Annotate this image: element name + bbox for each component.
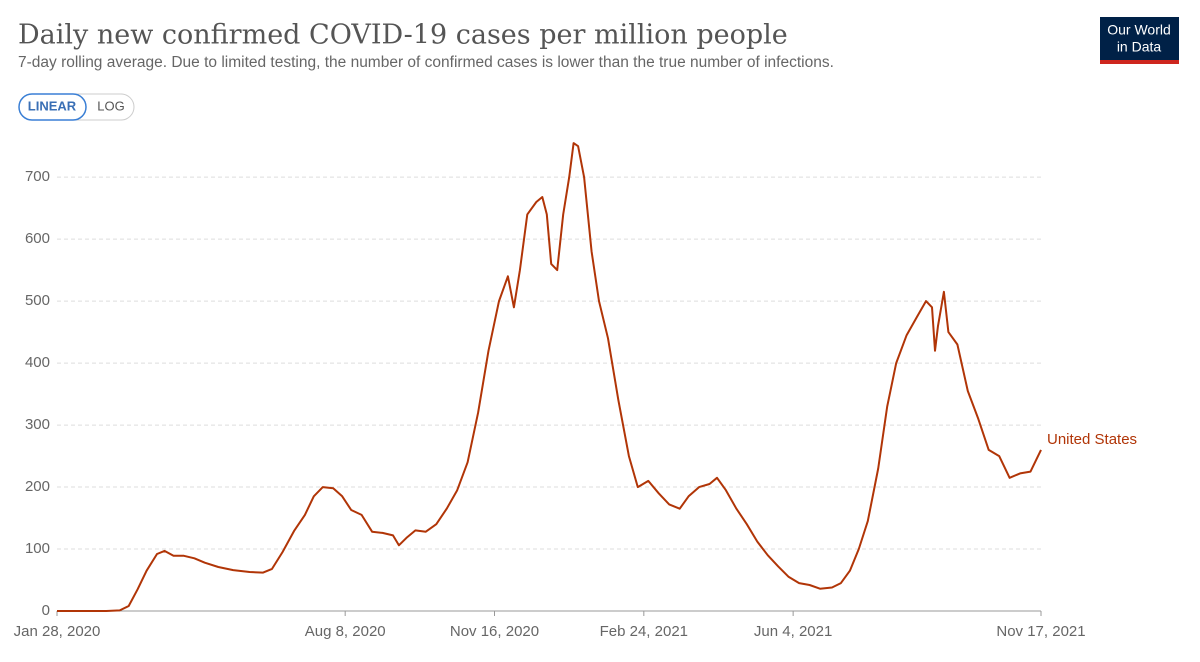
scale-toggle: LINEAR LOG — [18, 93, 135, 121]
y-tick-label: 500 — [25, 292, 50, 309]
logo-text: Our World — [1107, 22, 1171, 38]
y-tick-label: 200 — [25, 478, 50, 495]
line-series — [57, 142, 1042, 612]
toggle-linear[interactable] — [18, 93, 87, 121]
x-tick-label: Nov 17, 2021 — [996, 623, 1085, 640]
y-tick-label: 100 — [25, 540, 50, 557]
chart-subtitle: 7-day rolling average. Due to limited te… — [18, 54, 834, 71]
logo-text: in Data — [1117, 39, 1162, 55]
toggle-label[interactable]: LINEAR — [28, 98, 77, 113]
series-label: United States — [1047, 431, 1137, 448]
y-tick-label: 300 — [25, 416, 50, 433]
y-tick-label: 400 — [25, 354, 50, 371]
x-tick-label: Jun 4, 2021 — [754, 623, 832, 640]
x-tick-label: Nov 16, 2020 — [450, 623, 539, 640]
x-tick-label: Feb 24, 2021 — [600, 623, 688, 640]
x-tick-label: Jan 28, 2020 — [14, 623, 101, 640]
logo-stripe — [1100, 60, 1179, 64]
y-tick-label: 0 — [42, 602, 50, 619]
chart-title: Daily new confirmed COVID-19 cases per m… — [18, 20, 788, 51]
logo: Our World in Data — [1100, 17, 1179, 64]
logo-box — [1100, 17, 1179, 64]
toggle-label[interactable]: LOG — [97, 98, 124, 113]
y-tick-label: 700 — [25, 168, 50, 185]
y-tick-label: 600 — [25, 230, 50, 247]
x-tick-label: Aug 8, 2020 — [305, 623, 386, 640]
